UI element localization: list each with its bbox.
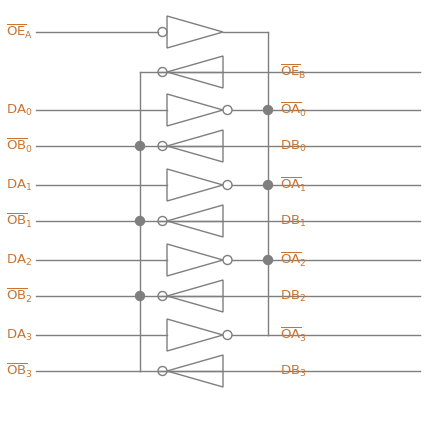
Circle shape	[264, 256, 273, 264]
Text: $\overline{\rm OB}$$_{\rm 1}$: $\overline{\rm OB}$$_{\rm 1}$	[6, 212, 33, 230]
Text: $\overline{\rm OA}$$_{\rm 3}$: $\overline{\rm OA}$$_{\rm 3}$	[280, 326, 307, 344]
Circle shape	[136, 216, 144, 226]
Text: ${\rm DA}$$_{\rm 3}$: ${\rm DA}$$_{\rm 3}$	[6, 327, 32, 343]
Text: ${\rm DA}$$_{\rm 1}$: ${\rm DA}$$_{\rm 1}$	[6, 178, 32, 193]
Text: ${\rm DB}$$_{\rm 3}$: ${\rm DB}$$_{\rm 3}$	[280, 363, 307, 379]
Text: ${\rm DB}$$_{\rm 0}$: ${\rm DB}$$_{\rm 0}$	[280, 138, 307, 153]
Circle shape	[136, 141, 144, 150]
Text: $\overline{\rm OB}$$_{\rm 3}$: $\overline{\rm OB}$$_{\rm 3}$	[6, 362, 33, 380]
Text: $\overline{\rm OA}$$_{\rm 1}$: $\overline{\rm OA}$$_{\rm 1}$	[280, 176, 307, 194]
Text: ${\rm DB}$$_{\rm 2}$: ${\rm DB}$$_{\rm 2}$	[280, 289, 306, 304]
Text: $\overline{\rm OA}$$_{\rm 2}$: $\overline{\rm OA}$$_{\rm 2}$	[280, 251, 307, 269]
Text: $\overline{\rm OB}$$_{\rm 0}$: $\overline{\rm OB}$$_{\rm 0}$	[6, 137, 33, 155]
Text: ${\rm DA}$$_{\rm 0}$: ${\rm DA}$$_{\rm 0}$	[6, 103, 33, 118]
Circle shape	[264, 181, 273, 190]
Text: $\overline{\rm OB}$$_{\rm 2}$: $\overline{\rm OB}$$_{\rm 2}$	[6, 287, 32, 305]
Circle shape	[264, 106, 273, 115]
Text: $\overline{\rm OE}$$_{\rm A}$: $\overline{\rm OE}$$_{\rm A}$	[6, 23, 33, 41]
Text: ${\rm DA}$$_{\rm 2}$: ${\rm DA}$$_{\rm 2}$	[6, 252, 32, 268]
Text: $\overline{\rm OA}$$_{\rm 0}$: $\overline{\rm OA}$$_{\rm 0}$	[280, 101, 307, 119]
Text: $\overline{\rm OE}$$_{\rm B}$: $\overline{\rm OE}$$_{\rm B}$	[280, 63, 307, 81]
Circle shape	[136, 292, 144, 301]
Text: ${\rm DB}$$_{\rm 1}$: ${\rm DB}$$_{\rm 1}$	[280, 214, 306, 228]
